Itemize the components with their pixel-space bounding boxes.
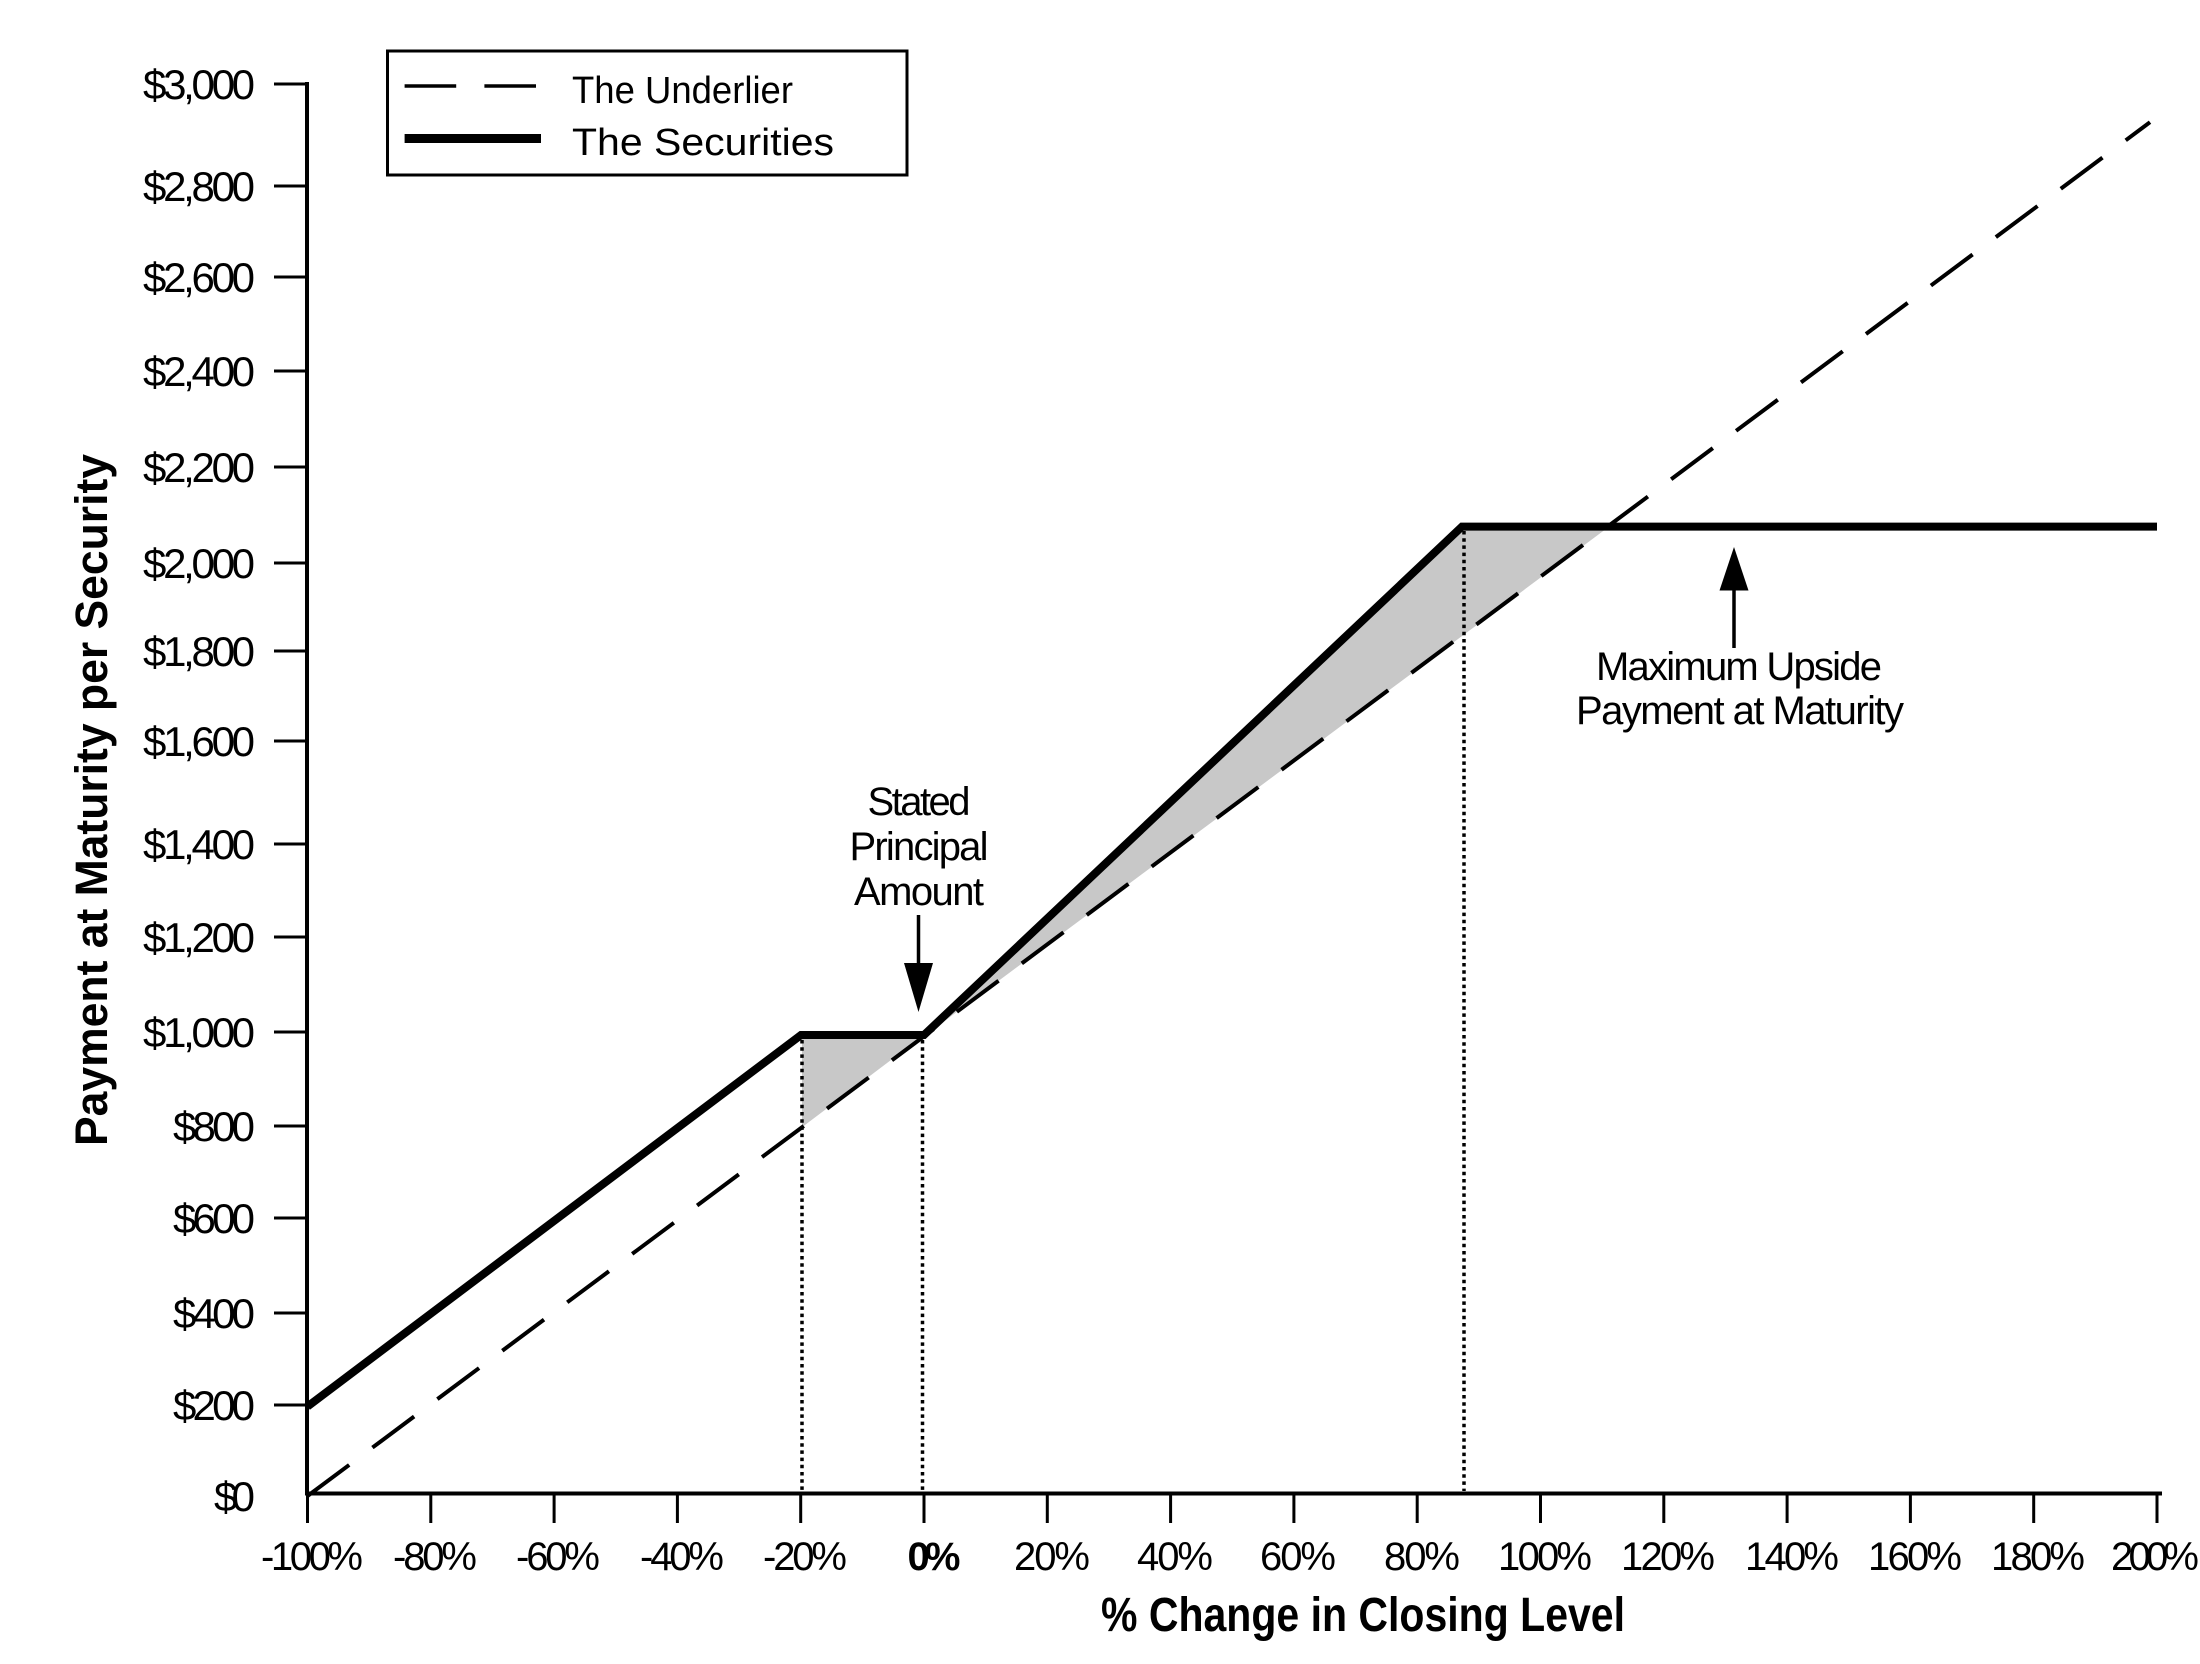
- svg-text:$800: $800: [173, 1103, 255, 1150]
- svg-text:$200: $200: [173, 1382, 255, 1429]
- svg-text:100%: 100%: [1498, 1535, 1592, 1579]
- svg-text:120%: 120%: [1621, 1535, 1715, 1579]
- svg-text:180%: 180%: [1991, 1535, 2085, 1579]
- svg-text:-80%: -80%: [393, 1535, 477, 1579]
- svg-text:% Change in Closing Level: % Change in Closing Level: [1101, 1589, 1625, 1642]
- svg-text:-20%: -20%: [763, 1535, 847, 1579]
- svg-text:$1,000: $1,000: [143, 1009, 255, 1056]
- svg-text:Maximum Upside: Maximum Upside: [1596, 645, 1882, 689]
- svg-text:160%: 160%: [1868, 1535, 1962, 1579]
- svg-text:Stated: Stated: [868, 780, 971, 824]
- svg-text:$400: $400: [173, 1290, 255, 1337]
- svg-text:140%: 140%: [1745, 1535, 1839, 1579]
- svg-text:$1,200: $1,200: [143, 914, 255, 961]
- svg-text:0%: 0%: [908, 1535, 961, 1579]
- svg-text:$1,600: $1,600: [143, 718, 255, 765]
- svg-text:80%: 80%: [1384, 1535, 1460, 1579]
- svg-text:-100%: -100%: [261, 1535, 363, 1579]
- svg-text:The Underlier: The Underlier: [572, 70, 793, 112]
- svg-text:The Securities: The Securities: [572, 122, 834, 164]
- svg-text:$1,400: $1,400: [143, 821, 255, 868]
- svg-text:$1,800: $1,800: [143, 628, 255, 675]
- svg-text:$2,000: $2,000: [143, 540, 255, 587]
- svg-text:Amount: Amount: [854, 870, 984, 914]
- svg-text:60%: 60%: [1260, 1535, 1336, 1579]
- svg-text:$2,800: $2,800: [143, 163, 255, 210]
- svg-text:$2,400: $2,400: [143, 348, 255, 395]
- svg-text:-40%: -40%: [640, 1535, 724, 1579]
- svg-text:Payment at Maturity: Payment at Maturity: [1576, 689, 1904, 733]
- svg-text:40%: 40%: [1137, 1535, 1213, 1579]
- svg-text:$3,000: $3,000: [143, 61, 255, 108]
- svg-text:Principal: Principal: [850, 825, 989, 869]
- svg-text:-60%: -60%: [516, 1535, 600, 1579]
- svg-text:$2,200: $2,200: [143, 444, 255, 491]
- svg-text:Payment at Maturity per Securi: Payment at Maturity per Security: [66, 454, 117, 1146]
- svg-text:$0: $0: [214, 1473, 255, 1520]
- svg-text:20%: 20%: [1014, 1535, 1090, 1579]
- svg-text:$600: $600: [173, 1195, 255, 1242]
- svg-text:$2,600: $2,600: [143, 254, 255, 301]
- svg-text:200%: 200%: [2111, 1535, 2199, 1579]
